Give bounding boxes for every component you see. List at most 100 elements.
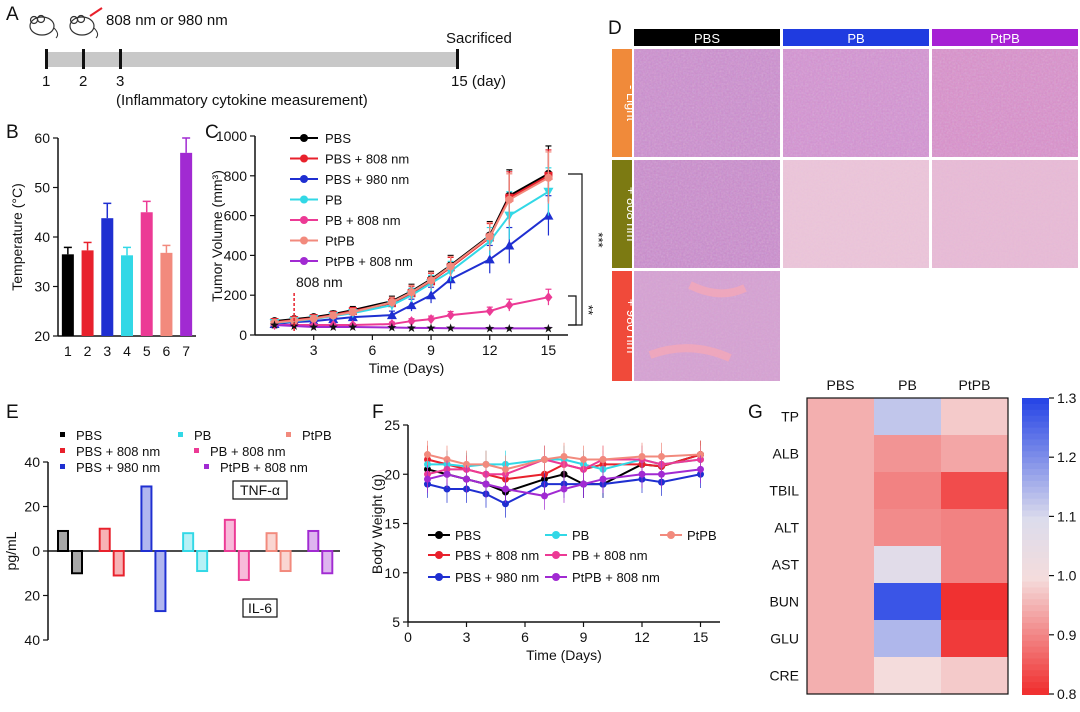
g-cell <box>807 657 874 694</box>
panel-letter-d: D <box>608 18 622 39</box>
f-point <box>560 453 568 461</box>
panel-letter-c: C <box>205 122 219 143</box>
panel-letter-g: G <box>748 402 763 423</box>
g-row-label: AST <box>772 557 800 573</box>
e-legend-label: PtPB + 808 nm <box>220 460 308 475</box>
c-point: ★ <box>269 318 280 332</box>
g-row-label: TBIL <box>769 483 799 499</box>
g-colorbar-segment <box>1022 664 1049 672</box>
c-point <box>407 288 416 297</box>
c-xtick-label: 3 <box>310 342 318 358</box>
f-xtick-label: 12 <box>634 629 650 645</box>
f-legend-marker <box>667 531 675 539</box>
e-ytick-label: 40 <box>24 454 40 470</box>
c-legend-label: PB <box>325 193 342 208</box>
c-xtick-label: 6 <box>368 342 376 358</box>
f-legend-marker <box>435 531 443 539</box>
f-x-axis-label: Time (Days) <box>526 647 602 663</box>
g-row-label: CRE <box>769 668 799 684</box>
e-tnf-bar <box>98 527 111 552</box>
b-ytick-label: 60 <box>34 130 50 146</box>
c-point <box>426 290 437 300</box>
c-point <box>427 314 436 325</box>
f-point <box>697 451 704 459</box>
f-point <box>599 475 607 483</box>
f-point <box>580 480 587 488</box>
f-point <box>482 480 490 488</box>
c-legend-label: PBS + 808 nm <box>325 152 409 167</box>
panel-letter-b: B <box>6 122 19 143</box>
e-tnf-bar-fill <box>184 534 193 550</box>
c-ytick-label: 0 <box>239 327 247 343</box>
f-point <box>463 460 470 468</box>
b-ytick-label: 50 <box>34 180 50 196</box>
c-point <box>348 308 357 317</box>
row-label-bg-980 <box>612 271 632 381</box>
f-xtick-label: 9 <box>580 629 588 645</box>
f-legend-marker <box>552 573 560 581</box>
c-y-axis-label: Tumor Volume (mm³) <box>209 170 225 302</box>
g-cell <box>874 620 941 657</box>
e-legend-marker <box>204 464 209 469</box>
panel-d-histology: PBS PB PtPB - Light + 808 nm + 980 nm <box>612 29 1078 381</box>
timeline-tick-1: 1 <box>42 73 50 90</box>
c-ytick-label: 1000 <box>216 128 247 144</box>
header-pbs <box>634 29 780 46</box>
b-xtick-label: 4 <box>123 343 131 359</box>
g-cell <box>941 546 1008 583</box>
g-colorbar-segment <box>1022 634 1049 642</box>
c-point <box>386 310 397 320</box>
f-point <box>482 460 490 468</box>
f-y-axis-label: Body Weight (g) <box>369 474 385 574</box>
f-point <box>502 500 509 508</box>
g-colorbar-segment <box>1022 445 1049 453</box>
b-xtick-label: 2 <box>84 343 92 359</box>
c-ytick-label: 200 <box>224 287 248 303</box>
g-colorbar-segment <box>1022 409 1049 417</box>
e-legend-marker <box>286 432 291 437</box>
c-legend-marker <box>300 134 308 142</box>
e-il6-bar-fill <box>73 552 81 573</box>
e-legend-marker <box>60 464 65 469</box>
g-row-label: ALB <box>773 446 799 462</box>
f-legend-marker <box>435 573 443 581</box>
g-colorbar-segment <box>1022 587 1049 595</box>
e-legend-label: PtPB <box>302 428 332 443</box>
e-il6-bar-fill <box>323 552 332 573</box>
f-point <box>443 485 451 493</box>
g-colorbar-segment <box>1022 474 1049 482</box>
c-point <box>544 292 553 303</box>
g-cell <box>807 546 874 583</box>
histology-image-808-pbs <box>634 160 780 268</box>
f-ytick-label: 10 <box>384 565 400 581</box>
g-colorbar-segment <box>1022 640 1049 648</box>
f-legend-label: PBS + 808 nm <box>455 548 539 563</box>
b-ytick-label: 20 <box>34 328 50 344</box>
histology-image-light-ptpb <box>932 49 1078 157</box>
c-point <box>309 314 318 323</box>
c-legend: PBS PBS + 808 nm PBS + 980 nm PB PB + 808 nm… <box>290 131 413 269</box>
f-ytick-label: 5 <box>392 614 400 630</box>
c-point <box>484 254 495 264</box>
g-colorbar-segment <box>1022 439 1049 447</box>
f-point <box>599 455 607 463</box>
g-colorbar-segment <box>1022 492 1049 500</box>
g-cell <box>941 620 1008 657</box>
g-cell <box>807 620 874 657</box>
f-point <box>424 451 431 459</box>
c-sig-label-1: *** <box>591 232 606 247</box>
e-il6-bar <box>154 550 167 613</box>
c-legend-label: PtPB + 808 nm <box>325 254 413 269</box>
e-ytick-label: 0 <box>32 543 40 559</box>
g-cell <box>941 583 1008 620</box>
f-xtick-label: 6 <box>521 629 529 645</box>
e-il6-bar <box>237 550 250 581</box>
f-point <box>424 475 431 483</box>
panel-f-chart: 5 10 15 20 25 0 3 6 9 12 15 Time (Days) Body Weight … <box>369 417 720 663</box>
c-point: ★ <box>387 320 398 334</box>
f-point <box>638 453 646 461</box>
b-xtick-label: 7 <box>182 343 190 359</box>
e-il6-box <box>242 598 278 618</box>
